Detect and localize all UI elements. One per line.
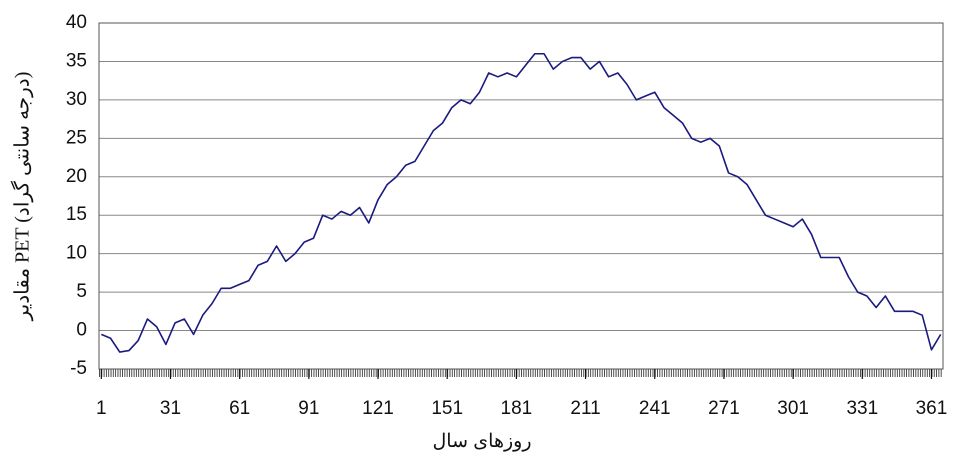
y-tick-label: 20 xyxy=(66,166,87,187)
y-tick-label: 0 xyxy=(76,320,87,341)
y-tick-label: -5 xyxy=(70,358,87,379)
y-tick-label: 5 xyxy=(76,281,87,302)
x-tick-label: 361 xyxy=(916,398,948,419)
x-tick-label: 241 xyxy=(639,398,671,419)
line xyxy=(100,52,942,353)
x-tick-label: 151 xyxy=(431,398,463,419)
y-axis-label: مقادیر PET (درجه سانتی گراد) xyxy=(11,72,34,322)
x-axis-label: روزهای سال xyxy=(433,431,532,452)
y-tick-label: 10 xyxy=(66,243,87,264)
y-tick-label: 25 xyxy=(66,127,87,148)
x-tick-label: 91 xyxy=(298,398,319,419)
y-tick-label: 15 xyxy=(66,204,87,225)
x-tick-label: 271 xyxy=(708,398,740,419)
x-tick-label: 181 xyxy=(501,398,533,419)
x-tick-label: 331 xyxy=(846,398,878,419)
x-tick-label: 31 xyxy=(160,398,181,419)
x-tick-label: 211 xyxy=(570,398,600,419)
y-tick-label: 40 xyxy=(66,12,87,33)
x-tick-label: 61 xyxy=(229,398,250,419)
x-tick-label: 301 xyxy=(777,398,809,419)
y-tick-label: 35 xyxy=(66,50,87,71)
y-tick-label: 30 xyxy=(66,89,87,110)
plot-frame xyxy=(98,22,944,370)
minor-ticks xyxy=(99,369,943,377)
x-tick-label: 1 xyxy=(96,398,107,419)
x-tick-label: 121 xyxy=(362,398,394,419)
